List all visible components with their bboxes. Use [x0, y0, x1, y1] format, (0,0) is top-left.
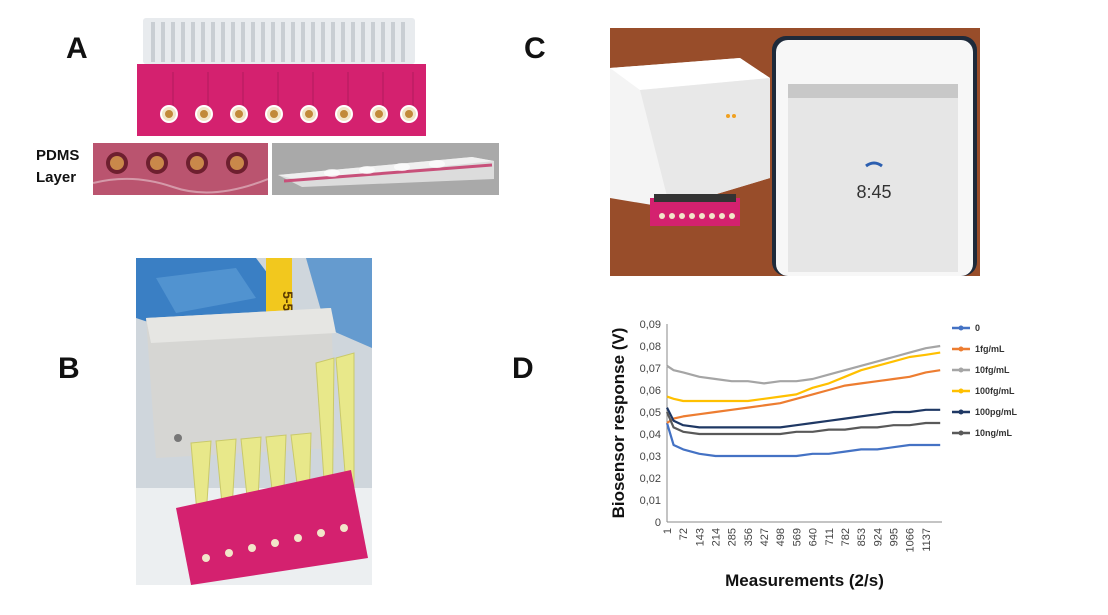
y-tick-label: 0,05 [640, 407, 661, 419]
legend-label-1: 1fg/mL [975, 344, 1005, 354]
legend-label-3: 100fg/mL [975, 386, 1015, 396]
legend-marker-4 [958, 409, 964, 415]
legend-marker-3 [958, 388, 964, 394]
legend-marker-2 [958, 367, 964, 373]
pdms-side-view-photo [272, 143, 499, 195]
series-line-1 [666, 369, 941, 424]
x-tick-label: 285 [727, 528, 739, 546]
legend-label-2: 10fg/mL [975, 365, 1010, 375]
y-tick-label: 0,02 [640, 473, 661, 485]
y-tick-label: 0,08 [640, 341, 661, 353]
pcb-sensor-photo [133, 12, 430, 140]
x-tick-label: 427 [759, 528, 771, 546]
x-tick-label: 640 [808, 528, 820, 546]
legend-marker-0 [958, 325, 964, 331]
y-tick-label: 0,09 [640, 319, 661, 331]
panel-letter-b: B [58, 352, 80, 385]
x-tick-label: 782 [840, 528, 852, 546]
y-tick-label: 0,01 [640, 495, 661, 507]
x-tick-label: 1066 [905, 528, 917, 552]
x-tick-label: 356 [743, 528, 755, 546]
y-tick-label: 0,03 [640, 451, 661, 463]
y-tick-label: 0,07 [640, 363, 661, 375]
panel-letter-a: A [66, 32, 88, 65]
x-tick-label: 214 [711, 528, 723, 546]
series-line-5 [665, 411, 941, 436]
panel-letter-d: D [512, 352, 534, 385]
y-axis-title: Biosensor response (V) [609, 328, 628, 519]
pdms-layer-label: PDMS Layer [36, 145, 79, 189]
legend-label-4: 100pg/mL [975, 407, 1018, 417]
pdms-label-line2: Layer [36, 169, 77, 186]
y-tick-label: 0 [655, 517, 661, 529]
legend-marker-5 [958, 430, 964, 436]
series-line-4 [666, 407, 941, 429]
pdms-label-line1: PDMS [36, 147, 80, 164]
x-axis-title: Measurements (2/s) [725, 571, 884, 590]
panel-letter-c: C [524, 32, 546, 65]
legend-label-0: 0 [975, 323, 980, 333]
x-tick-label: 1 [662, 528, 674, 534]
device-tablet-photo: 8:45 [610, 28, 980, 276]
x-tick-label: 1137 [921, 528, 933, 552]
x-tick-label: 72 [678, 528, 690, 540]
pipetting-photo: 5-50 µl [136, 258, 372, 585]
series-line-3 [666, 351, 941, 403]
x-tick-label: 924 [872, 528, 884, 546]
series-line-0 [665, 422, 941, 458]
x-tick-label: 995 [888, 528, 900, 546]
x-tick-label: 498 [775, 528, 787, 546]
x-tick-label: 711 [824, 528, 836, 546]
biosensor-response-chart: 0 0,01 0,02 0,03 0,04 0,05 0,06 0,07 0,08 0,09 1 72… [609, 319, 1018, 590]
y-tick-label: 0,06 [640, 385, 661, 397]
legend-label-5: 10ng/mL [975, 428, 1013, 438]
pdms-top-view-photo [93, 143, 268, 195]
legend-marker-1 [958, 346, 964, 352]
series-line-2 [666, 344, 941, 385]
y-tick-label: 0,04 [640, 429, 661, 441]
x-tick-label: 143 [694, 528, 706, 546]
x-tick-label: 853 [856, 528, 868, 546]
x-tick-label: 569 [791, 528, 803, 546]
tablet-clock-text: 8:45 [856, 182, 891, 202]
